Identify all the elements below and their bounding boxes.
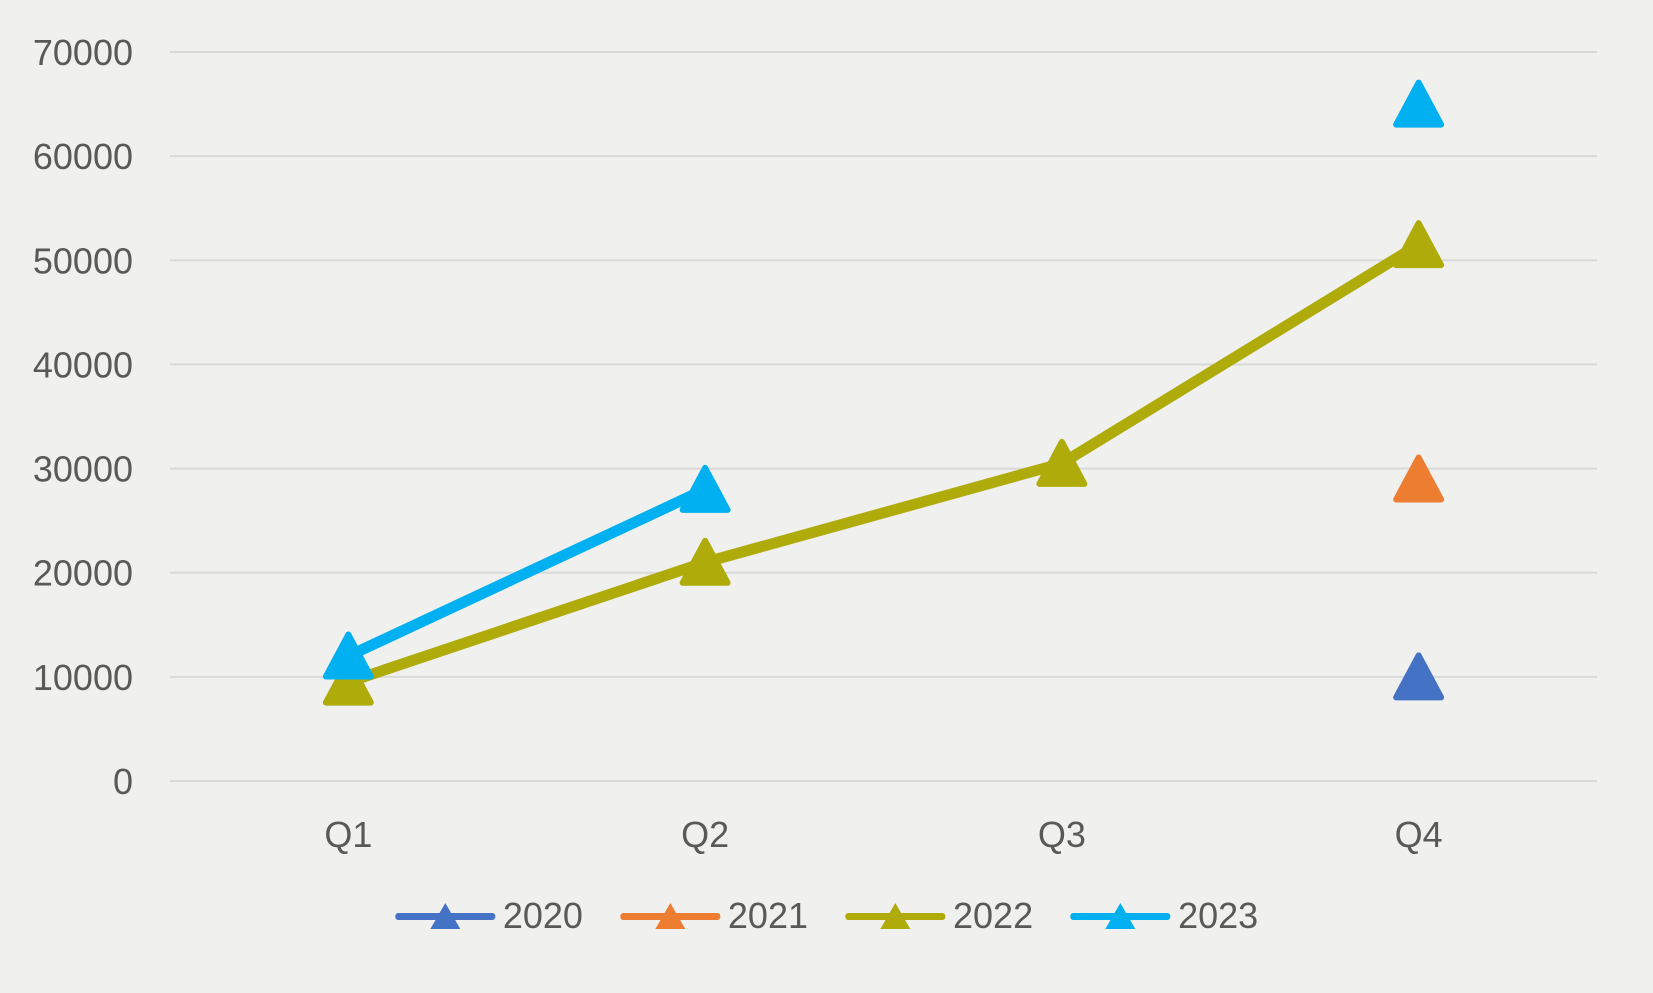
y-tick-label: 0 xyxy=(113,761,133,802)
y-tick-label: 70000 xyxy=(33,32,133,73)
y-tick-label: 30000 xyxy=(33,449,133,490)
y-tick-label: 20000 xyxy=(33,553,133,594)
y-tick-label: 40000 xyxy=(33,344,133,385)
legend-item-2022: 2022 xyxy=(845,895,1034,936)
legend-label: 2023 xyxy=(1178,895,1259,936)
y-tick-label: 60000 xyxy=(33,136,133,177)
legend-triangle-icon xyxy=(654,903,685,929)
legend-marker-icon xyxy=(619,903,720,929)
legend-item-2020: 2020 xyxy=(394,895,583,936)
series-line-2022 xyxy=(346,239,1422,688)
legend-triangle-icon xyxy=(429,903,460,929)
y-tick-label: 10000 xyxy=(33,657,133,698)
marker-2023-Q4 xyxy=(1393,79,1445,128)
marker-2022-Q2 xyxy=(679,537,731,586)
legend-item-2023: 2023 xyxy=(1070,895,1259,936)
marker-2022-Q3 xyxy=(1036,438,1088,487)
marker-2022-Q1 xyxy=(322,657,374,706)
legend-marker-icon xyxy=(845,903,945,929)
chart-legend: 2020 2021 2022 2023 xyxy=(394,895,1259,936)
legend-marker-icon xyxy=(1070,903,1171,929)
marker-2023-Q1 xyxy=(322,631,374,680)
marker-2022-Q4 xyxy=(1393,220,1445,269)
legend-label: 2020 xyxy=(502,895,583,936)
marker-2021-Q4 xyxy=(1393,454,1445,503)
marker-2020-Q4 xyxy=(1393,652,1445,701)
legend-item-2021: 2021 xyxy=(619,895,808,936)
y-tick-label: 50000 xyxy=(33,240,133,281)
x-category-label: Q1 xyxy=(324,814,372,855)
legend-label: 2022 xyxy=(953,895,1034,936)
series-line-2023 xyxy=(346,484,708,662)
x-category-label: Q2 xyxy=(681,814,729,855)
legend-marker-icon xyxy=(394,903,495,929)
legend-label: 2021 xyxy=(727,895,808,936)
marker-2023-Q2 xyxy=(679,464,731,513)
x-category-label: Q3 xyxy=(1038,814,1086,855)
legend-triangle-icon xyxy=(880,903,910,929)
x-category-label: Q4 xyxy=(1395,814,1443,855)
legend-triangle-icon xyxy=(1105,903,1136,929)
